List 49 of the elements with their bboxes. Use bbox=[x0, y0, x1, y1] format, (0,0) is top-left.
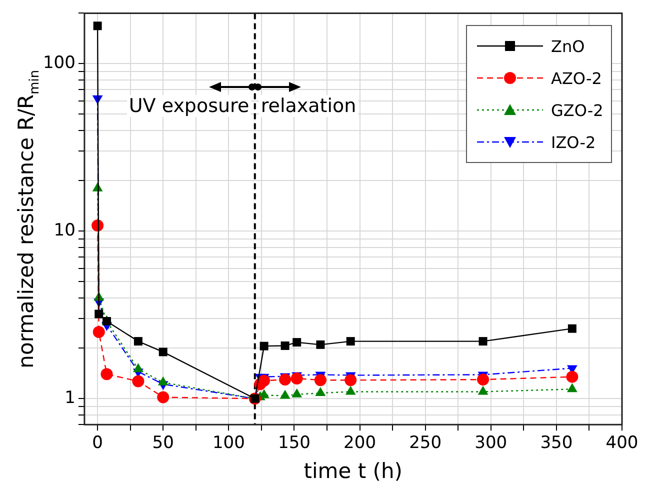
x-tick-label: 400 bbox=[606, 433, 638, 454]
x-tick-label: 100 bbox=[212, 433, 245, 454]
x-tick-label: 150 bbox=[278, 433, 310, 454]
y-tick-label: 1 bbox=[64, 388, 76, 408]
x-tick-label: 300 bbox=[474, 433, 508, 454]
x-tick-label: 200 bbox=[344, 433, 376, 454]
point bbox=[258, 374, 270, 387]
point bbox=[314, 374, 326, 386]
point bbox=[292, 388, 302, 398]
legend-label: ZnO bbox=[551, 36, 585, 56]
x-tick-label: 250 bbox=[409, 433, 442, 454]
point bbox=[290, 372, 303, 384]
annotation: relaxation bbox=[258, 95, 358, 118]
x-tick-label: 350 bbox=[540, 433, 573, 454]
point bbox=[94, 310, 104, 318]
point bbox=[477, 374, 490, 386]
point bbox=[279, 374, 292, 386]
x-tick-label: 0 bbox=[92, 433, 103, 454]
point bbox=[345, 386, 356, 395]
point bbox=[346, 337, 355, 346]
y-tick-label: 100 bbox=[42, 53, 76, 74]
point bbox=[566, 370, 578, 383]
point bbox=[158, 376, 168, 386]
point bbox=[100, 368, 113, 380]
point bbox=[566, 383, 578, 392]
x-axis-title: time t (h) bbox=[304, 458, 402, 483]
x-tick-label: 50 bbox=[152, 433, 174, 454]
point bbox=[344, 374, 357, 386]
point bbox=[132, 375, 144, 388]
point bbox=[478, 386, 488, 395]
point bbox=[93, 22, 102, 30]
y-tick-label: 10 bbox=[54, 220, 76, 241]
point bbox=[292, 338, 302, 347]
point bbox=[316, 340, 325, 349]
point bbox=[134, 337, 142, 346]
point bbox=[280, 390, 290, 399]
legend-label: IZO-2 bbox=[551, 132, 596, 152]
point bbox=[158, 348, 168, 356]
point bbox=[260, 342, 268, 350]
point bbox=[280, 341, 290, 350]
point bbox=[315, 387, 326, 396]
point bbox=[568, 324, 576, 333]
point bbox=[92, 326, 105, 338]
legend-label: GZO-2 bbox=[551, 100, 604, 120]
point bbox=[478, 337, 488, 346]
annotation: UV exposure bbox=[126, 95, 252, 118]
point bbox=[133, 363, 144, 372]
point bbox=[157, 391, 170, 404]
legend-label: AZO-2 bbox=[551, 68, 602, 88]
